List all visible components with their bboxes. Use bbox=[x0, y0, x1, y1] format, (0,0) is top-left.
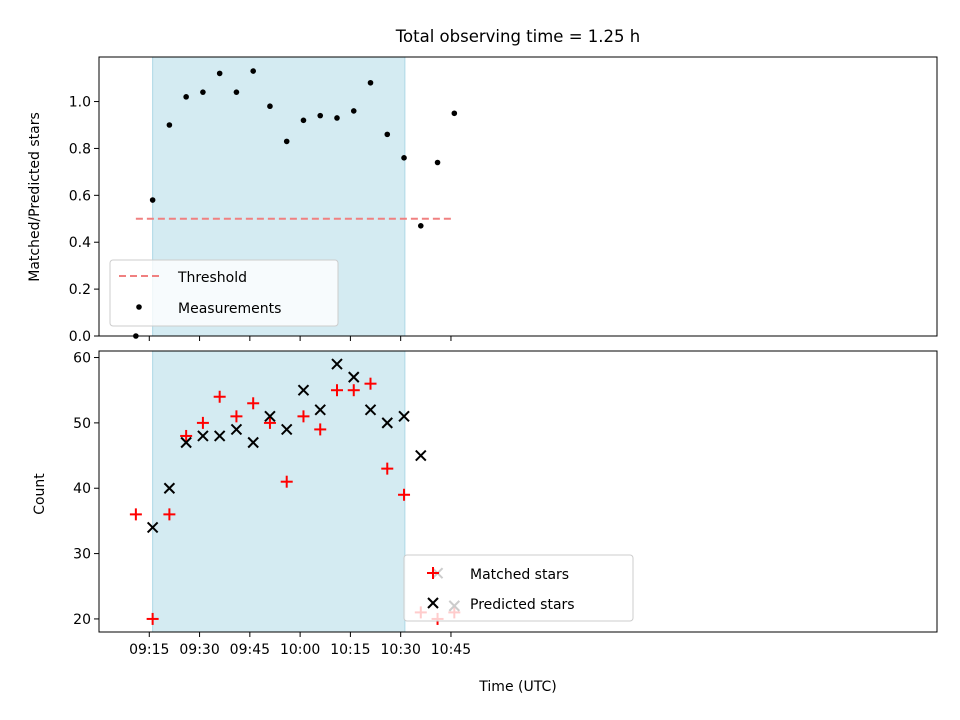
legend-matched-label: Matched stars bbox=[470, 567, 569, 583]
predicted-star-point bbox=[146, 521, 159, 534]
predicted-star-point bbox=[281, 423, 293, 436]
matched-star-point bbox=[230, 410, 243, 423]
bottom-y-tick-label: 50 bbox=[73, 416, 91, 432]
matched-star-point bbox=[398, 488, 411, 501]
measurement-point bbox=[233, 89, 240, 95]
bottom-panel: 20 30 40 50 60 09:15 09:30 09:45 10:00 10:15 10:3… bbox=[32, 350, 938, 695]
predicted-star-point bbox=[180, 436, 192, 449]
x-tick-label: 09:45 bbox=[230, 642, 270, 658]
top-y-axis-ticks: 0.0 0.2 0.4 0.6 0.8 1.0 bbox=[69, 95, 99, 345]
matched-star-point bbox=[247, 397, 260, 410]
measurement-point bbox=[384, 131, 391, 138]
predicted-star-point bbox=[197, 430, 209, 442]
predicted-star-point bbox=[247, 436, 259, 449]
measurement-point bbox=[300, 117, 307, 124]
measurement-point bbox=[250, 68, 256, 74]
x-tick-label: 10:45 bbox=[431, 642, 471, 658]
top-legend: Threshold Measurements bbox=[109, 259, 339, 327]
measurement-points bbox=[133, 68, 458, 339]
measurement-point bbox=[334, 115, 340, 121]
x-tick-label: 10:00 bbox=[280, 642, 320, 658]
predicted-star-point bbox=[230, 423, 243, 436]
predicted-star-points bbox=[146, 358, 461, 612]
top-y-axis-label: Matched/Predicted stars bbox=[27, 112, 43, 282]
matched-star-point bbox=[347, 384, 360, 397]
matched-star-point bbox=[280, 475, 293, 488]
legend-threshold-label: Threshold bbox=[177, 270, 247, 286]
top-y-tick-label: 1.0 bbox=[69, 95, 91, 111]
x-axis-label: Time (UTC) bbox=[478, 679, 556, 695]
x-tick-label: 09:15 bbox=[129, 642, 169, 658]
measurement-point bbox=[149, 197, 156, 203]
top-y-tick-label: 0.8 bbox=[69, 141, 91, 157]
matched-star-point bbox=[146, 612, 159, 625]
top-axes-frame bbox=[98, 56, 938, 337]
top-y-tick-label: 0.0 bbox=[69, 329, 91, 345]
predicted-star-point bbox=[297, 384, 310, 396]
bottom-legend: Matched stars Predicted stars bbox=[403, 554, 634, 622]
top-y-tick-label: 0.2 bbox=[69, 282, 91, 298]
top-panel: Total observing time = 1.25 h 0.00.20.40… bbox=[27, 27, 938, 345]
measurement-point bbox=[367, 79, 374, 86]
measurement-point bbox=[283, 138, 290, 145]
measurement-point bbox=[200, 89, 206, 95]
matched-star-point bbox=[314, 423, 327, 436]
bottom-axes-frame bbox=[98, 350, 938, 633]
legend-measurements-swatch bbox=[136, 304, 142, 310]
predicted-star-point bbox=[213, 430, 226, 442]
legend-matched-swatch bbox=[427, 567, 439, 579]
predicted-star-point bbox=[364, 404, 377, 416]
matched-star-point bbox=[330, 384, 343, 397]
matched-star-point bbox=[381, 462, 394, 475]
bottom-y-tick-label: 60 bbox=[73, 351, 91, 367]
measurement-point bbox=[216, 70, 223, 77]
predicted-star-point bbox=[163, 482, 176, 494]
top-legend-box bbox=[109, 259, 339, 327]
x-tick-label: 09:30 bbox=[179, 642, 219, 658]
measurement-point bbox=[267, 103, 273, 110]
matched-star-point bbox=[297, 410, 310, 423]
top-y-tick-label: 0.4 bbox=[69, 235, 91, 251]
legend-measurements-label: Measurements bbox=[178, 301, 281, 317]
predicted-star-point bbox=[331, 358, 343, 370]
measurement-point bbox=[417, 223, 424, 229]
predicted-star-point bbox=[381, 417, 393, 429]
top-x-axis-ticks bbox=[148, 336, 452, 341]
matched-star-point bbox=[180, 429, 193, 442]
measurement-point bbox=[317, 112, 324, 119]
legend-predicted-label: Predicted stars bbox=[470, 597, 575, 613]
bottom-y-axis-ticks: 20 30 40 50 60 bbox=[73, 351, 99, 628]
measurement-point bbox=[451, 110, 458, 117]
legend-predicted-swatch bbox=[427, 597, 439, 609]
predicted-star-point bbox=[398, 410, 410, 423]
measurement-point bbox=[434, 159, 441, 166]
matched-star-point bbox=[263, 416, 276, 429]
bottom-y-tick-label: 20 bbox=[73, 612, 91, 628]
bottom-highlight-span bbox=[152, 350, 406, 633]
matched-star-point bbox=[163, 508, 176, 521]
predicted-star-point bbox=[348, 371, 360, 383]
top-y-tick-label: 0.6 bbox=[69, 188, 91, 204]
bottom-x-axis-ticks: 09:15 09:30 09:45 10:00 10:15 10:30 10:45 bbox=[129, 632, 471, 658]
bottom-y-tick-label: 30 bbox=[73, 547, 91, 563]
measurement-point bbox=[401, 155, 407, 161]
matched-star-point bbox=[213, 390, 226, 403]
bottom-legend-box bbox=[403, 554, 634, 622]
measurement-point bbox=[166, 122, 173, 128]
x-tick-label: 10:30 bbox=[381, 642, 421, 658]
predicted-star-point bbox=[415, 449, 427, 462]
measurement-point bbox=[183, 94, 189, 100]
predicted-star-point bbox=[264, 410, 276, 423]
x-tick-label: 10:15 bbox=[330, 642, 370, 658]
bottom-y-tick-label: 40 bbox=[73, 481, 91, 497]
predicted-star-point bbox=[314, 404, 326, 416]
matched-star-point bbox=[129, 508, 142, 521]
bottom-y-axis-label: Count bbox=[32, 473, 48, 515]
matched-star-point bbox=[196, 416, 209, 429]
chart-title: Total observing time = 1.25 h bbox=[395, 27, 640, 46]
matched-star-point bbox=[364, 377, 377, 390]
measurement-point bbox=[350, 108, 357, 114]
